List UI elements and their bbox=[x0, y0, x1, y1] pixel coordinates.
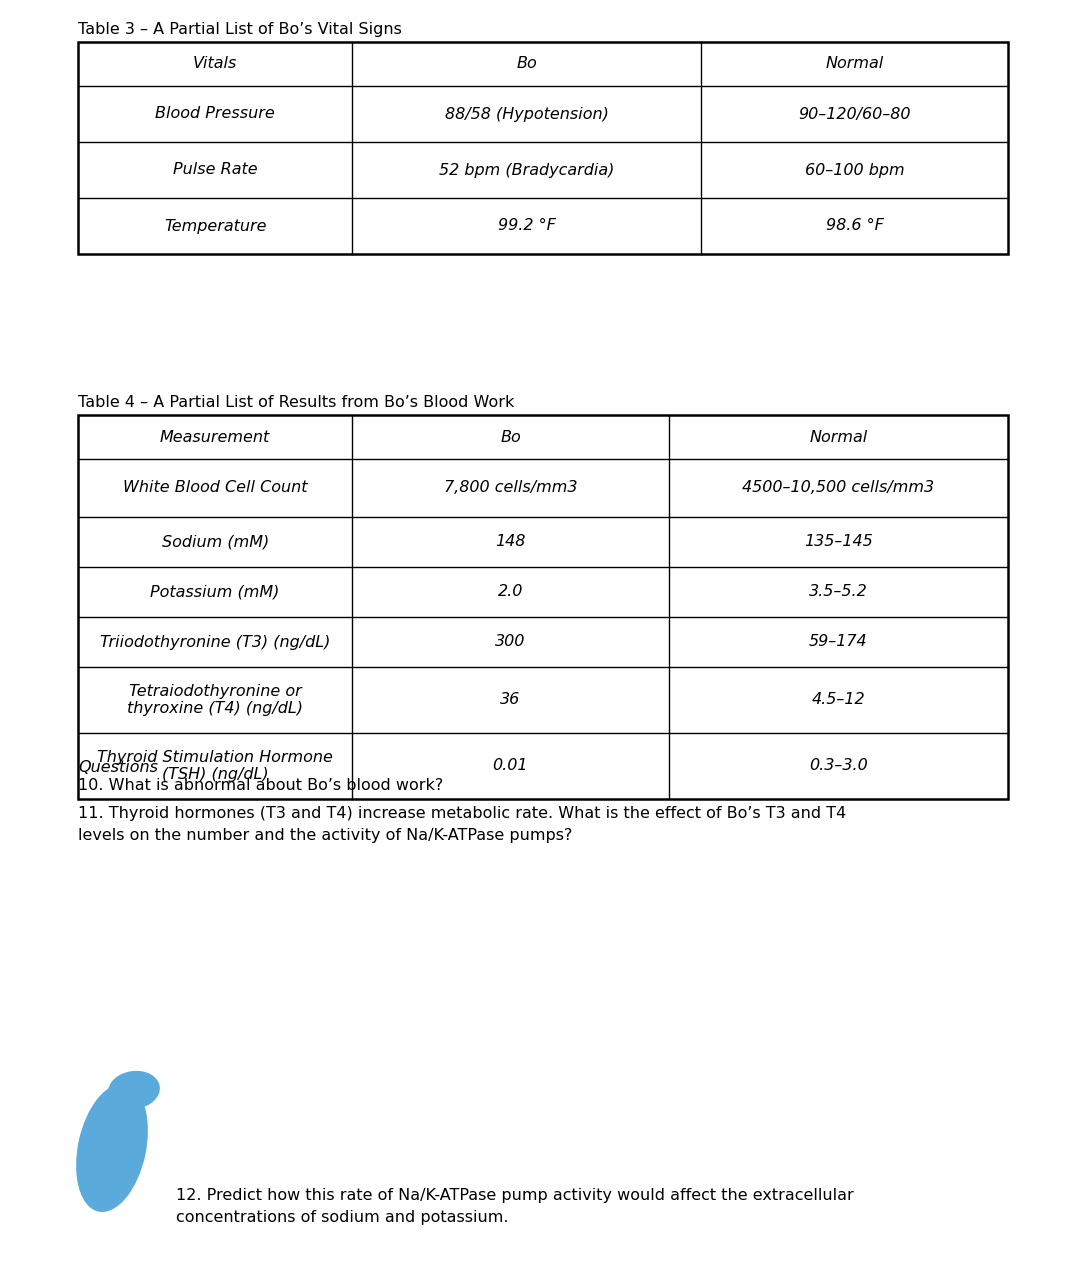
Text: 88/58 (Hypotension): 88/58 (Hypotension) bbox=[445, 107, 609, 122]
Text: Normal: Normal bbox=[809, 429, 867, 444]
Text: Triiodothyronine (T3) (ng/dL): Triiodothyronine (T3) (ng/dL) bbox=[100, 635, 330, 649]
Text: Questions: Questions bbox=[78, 759, 158, 775]
Text: Temperature: Temperature bbox=[164, 218, 267, 234]
Ellipse shape bbox=[108, 1071, 160, 1109]
Text: Table 3 – A Partial List of Bo’s Vital Signs: Table 3 – A Partial List of Bo’s Vital S… bbox=[78, 22, 402, 37]
Text: Bo: Bo bbox=[516, 56, 537, 71]
Bar bbox=[78, 415, 1008, 799]
Text: 7,800 cells/mm3: 7,800 cells/mm3 bbox=[444, 480, 577, 495]
Text: 98.6 °F: 98.6 °F bbox=[825, 218, 883, 234]
Text: Pulse Rate: Pulse Rate bbox=[173, 163, 257, 178]
Text: Measurement: Measurement bbox=[160, 429, 270, 444]
Text: Vitals: Vitals bbox=[193, 56, 238, 71]
Text: 0.01: 0.01 bbox=[492, 758, 528, 773]
Ellipse shape bbox=[76, 1085, 148, 1212]
Text: 4.5–12: 4.5–12 bbox=[811, 692, 865, 707]
Text: 135–145: 135–145 bbox=[804, 535, 873, 550]
Text: Bo: Bo bbox=[500, 429, 521, 444]
Text: 10. What is abnormal about Bo’s blood work?: 10. What is abnormal about Bo’s blood wo… bbox=[78, 779, 443, 792]
Bar bbox=[78, 42, 1008, 254]
Text: Normal: Normal bbox=[825, 56, 883, 71]
Text: Sodium (mM): Sodium (mM) bbox=[162, 535, 269, 550]
Text: Thyroid Stimulation Hormone
(TSH) (ng/dL): Thyroid Stimulation Hormone (TSH) (ng/dL… bbox=[97, 749, 333, 782]
Text: 52 bpm (Bradycardia): 52 bpm (Bradycardia) bbox=[440, 163, 615, 178]
Text: Tetraiodothyronine or
thyroxine (T4) (ng/dL): Tetraiodothyronine or thyroxine (T4) (ng… bbox=[127, 683, 303, 716]
Text: 36: 36 bbox=[500, 692, 521, 707]
Text: 90–120/60–80: 90–120/60–80 bbox=[798, 107, 910, 122]
Text: White Blood Cell Count: White Blood Cell Count bbox=[123, 480, 308, 495]
Text: 11. Thyroid hormones (T3 and T4) increase metabolic rate. What is the effect of : 11. Thyroid hormones (T3 and T4) increas… bbox=[78, 806, 847, 843]
Text: 300: 300 bbox=[496, 635, 526, 649]
Text: Table 4 – A Partial List of Results from Bo’s Blood Work: Table 4 – A Partial List of Results from… bbox=[78, 395, 514, 410]
Text: Blood Pressure: Blood Pressure bbox=[156, 107, 275, 122]
Text: 148: 148 bbox=[496, 535, 526, 550]
Text: Potassium (mM): Potassium (mM) bbox=[150, 584, 280, 599]
Text: 12. Predict how this rate of Na/K-ATPase pump activity would affect the extracel: 12. Predict how this rate of Na/K-ATPase… bbox=[176, 1187, 854, 1226]
Text: 4500–10,500 cells/mm3: 4500–10,500 cells/mm3 bbox=[742, 480, 934, 495]
Text: 59–174: 59–174 bbox=[809, 635, 867, 649]
Text: 60–100 bpm: 60–100 bpm bbox=[805, 163, 904, 178]
Text: 0.3–3.0: 0.3–3.0 bbox=[809, 758, 867, 773]
Text: 2.0: 2.0 bbox=[498, 584, 523, 599]
Text: 99.2 °F: 99.2 °F bbox=[498, 218, 556, 234]
Text: 3.5–5.2: 3.5–5.2 bbox=[809, 584, 867, 599]
